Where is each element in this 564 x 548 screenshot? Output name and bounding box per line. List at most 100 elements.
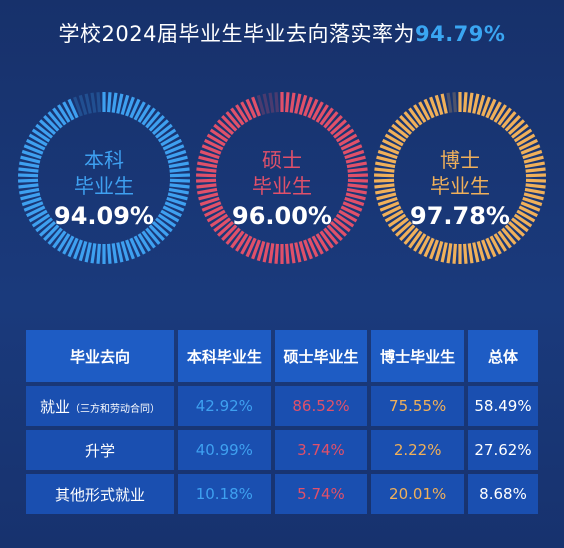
ring-doctor-segment (452, 92, 457, 113)
row-label-further-study: 升学 (26, 430, 174, 470)
ring-master-segment (323, 227, 339, 245)
ring-master-segment (346, 161, 367, 169)
ring-doctor-segment (511, 123, 529, 139)
ring-doctor-segment (463, 92, 468, 113)
ring-bachelor-segment (107, 92, 112, 113)
ring-doctor-segment (467, 243, 474, 264)
cell-doctor: 75.55% (371, 386, 464, 426)
ring-bachelor-svg (17, 92, 191, 264)
ring-bachelor-segment (111, 243, 118, 264)
cell-bachelor: 10.18% (178, 474, 271, 514)
ring-bachelor-segment (39, 119, 57, 136)
ring-master-segment (298, 241, 308, 262)
ring-master-segment (315, 104, 329, 123)
ring-master-segment (303, 96, 313, 117)
ring-master-segment (245, 237, 257, 258)
ring-doctor-segment (418, 101, 431, 121)
table-row: 升学 40.99% 3.74% 2.22% 27.62% (26, 430, 538, 470)
ring-doctor-segment (429, 96, 439, 117)
ring-bachelor-segment (164, 201, 185, 212)
ring-bachelor-segment (35, 217, 53, 233)
ring-master-value: 96.00% (232, 202, 332, 230)
ring-master: 硕士 毕业生 96.00% (194, 90, 370, 266)
ring-bachelor-segment (23, 201, 44, 212)
ring-bachelor-segment (21, 149, 42, 160)
ring-bachelor-segment (151, 220, 169, 237)
ring-doctor-segment (525, 173, 547, 178)
ring-doctor-segment (384, 133, 404, 147)
ring-master-segment (333, 123, 351, 139)
ring-doctor-segment (513, 128, 533, 143)
ring-master-segment (294, 242, 302, 263)
ring-master-segment (340, 138, 360, 151)
ring-master-segment (240, 235, 253, 255)
ring-master-segment (195, 173, 217, 178)
ring-bachelor-segment (73, 239, 83, 260)
ring-bachelor-segment (39, 220, 57, 237)
ring-doctor-segment (375, 161, 396, 169)
ring-doctor-segment (446, 243, 453, 264)
ring-master-segment (319, 230, 334, 249)
ring-master-segment (195, 178, 217, 183)
ring-doctor-segment (507, 220, 525, 237)
ring-doctor-segment (523, 155, 544, 164)
ring-master-segment (326, 224, 343, 241)
ring-doctor-segment (524, 187, 545, 195)
ring-master-segment (345, 192, 366, 201)
ring-bachelor-segment (96, 243, 101, 264)
ring-doctor-segment (497, 107, 512, 126)
ring-bachelor-segment (43, 224, 60, 241)
ring-doctor-segment (395, 119, 413, 136)
ring-master-segment (198, 192, 219, 201)
ring-doctor-segment (485, 98, 497, 119)
ring-master-segment (230, 107, 245, 126)
ring-bachelor-segment (169, 167, 190, 173)
cell-bachelor: 42.92% (178, 386, 271, 426)
ring-bachelor-segment (167, 155, 188, 164)
ring-bachelor-segment (169, 178, 191, 183)
ring-master-segment (204, 138, 224, 151)
cell-doctor: 20.01% (371, 474, 464, 514)
ring-bachelor-segment (151, 119, 169, 136)
row-label-note: （三方和劳动合同） (70, 403, 160, 415)
ring-doctor-segment (377, 196, 398, 207)
ring-bachelor-segment (155, 217, 173, 233)
ring-doctor-segment (476, 241, 486, 262)
ring-doctor-segment (504, 115, 521, 132)
ring-bachelor-segment (31, 128, 51, 143)
ring-master-segment (199, 196, 220, 207)
ring-master-segment (206, 209, 226, 223)
ring-master-segment (344, 196, 365, 207)
ring-doctor-segment (501, 227, 517, 245)
ring-doctor-segment (391, 217, 409, 233)
ring-doctor-segment (382, 205, 402, 218)
ring-master-segment (333, 217, 351, 233)
ring-master-svg (195, 92, 369, 264)
ring-master-segment (345, 155, 366, 164)
ring-master-segment (251, 96, 261, 117)
ring-master-segment (289, 243, 296, 264)
ring-bachelor-segment (23, 144, 44, 155)
table-row: 其他形式就业 10.18% 5.74% 20.01% 8.68% (26, 474, 538, 514)
ring-bachelor-segment (17, 173, 39, 178)
ring-bachelor-segment (67, 98, 79, 119)
title-text: 学校2024届毕业生毕业去向落实率为 (58, 22, 415, 46)
ring-doctor-segment (467, 92, 474, 113)
cell-overall: 58.49% (468, 386, 538, 426)
ring-bachelor-segment (120, 94, 130, 115)
ring-bachelor-segment (52, 230, 67, 249)
ring-master-segment (315, 233, 329, 252)
ring-doctor-segment (379, 144, 400, 155)
ring-doctor-segment (429, 239, 439, 260)
ring-bachelor-segment (129, 98, 141, 119)
ring-master-segment (256, 241, 266, 262)
ring-doctor-segment (518, 138, 538, 151)
ring-bachelor-segment (160, 209, 180, 223)
ring-bachelor-segment (116, 93, 124, 114)
ring-master-segment (235, 233, 249, 252)
ring-bachelor-segment (26, 138, 46, 151)
ring-doctor-segment (395, 220, 413, 237)
ring-master-segment (274, 92, 279, 113)
ring-master-segment (311, 235, 324, 255)
ring-master-segment (285, 243, 290, 264)
